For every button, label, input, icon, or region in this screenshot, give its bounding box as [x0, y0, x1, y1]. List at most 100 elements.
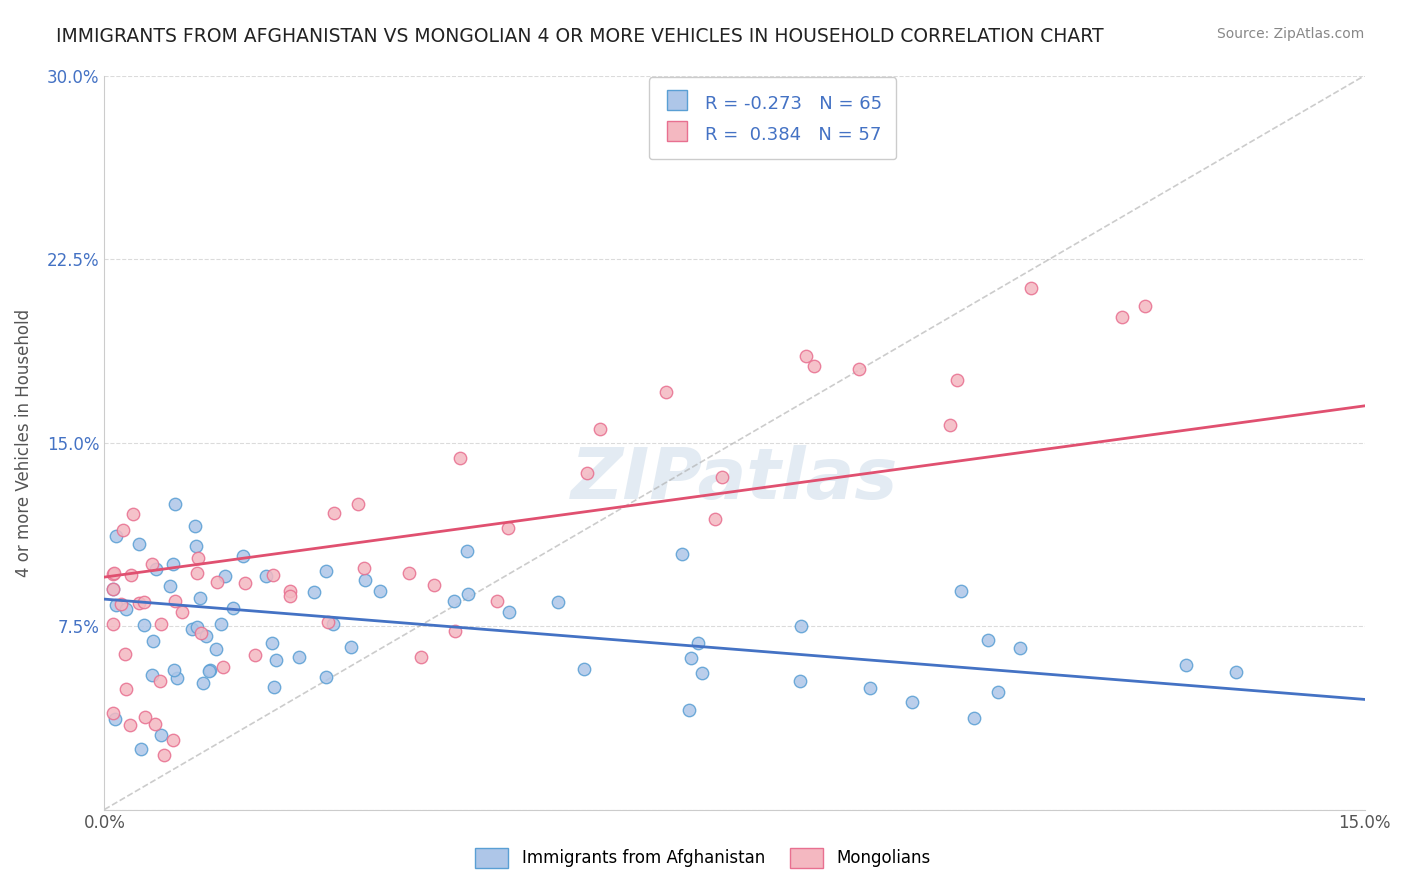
Point — [118, 718, 141, 732]
Point — [449, 451, 471, 466]
Point — [190, 625, 212, 640]
Point — [134, 595, 156, 609]
Point — [304, 585, 326, 599]
Point — [794, 349, 817, 363]
Point — [354, 573, 377, 587]
Point — [163, 663, 186, 677]
Point — [280, 584, 302, 599]
Text: ZIPatlas: ZIPatlas — [571, 445, 898, 514]
Point — [114, 648, 136, 662]
Point — [149, 616, 172, 631]
Point — [1133, 299, 1156, 313]
Point — [110, 597, 132, 611]
Point — [162, 557, 184, 571]
Point — [963, 711, 986, 725]
Point — [444, 624, 467, 638]
Point — [205, 575, 228, 590]
Point — [101, 617, 124, 632]
Point — [222, 600, 245, 615]
Point — [184, 539, 207, 553]
Point — [589, 422, 612, 436]
Point — [205, 642, 228, 657]
Point — [132, 617, 155, 632]
Point — [678, 703, 700, 717]
Point — [288, 649, 311, 664]
Point — [115, 602, 138, 616]
Point — [263, 681, 285, 695]
Point — [166, 671, 188, 685]
Point — [498, 605, 520, 619]
Text: Source: ZipAtlas.com: Source: ZipAtlas.com — [1216, 27, 1364, 41]
Point — [134, 710, 156, 724]
Point — [188, 591, 211, 605]
Point — [704, 512, 727, 526]
Point — [101, 582, 124, 596]
Point — [195, 629, 218, 643]
Point — [692, 665, 714, 680]
Point — [409, 649, 432, 664]
Point — [148, 673, 170, 688]
Point — [142, 634, 165, 648]
Point — [456, 543, 478, 558]
Point — [939, 417, 962, 432]
Point — [572, 663, 595, 677]
Point — [688, 636, 710, 650]
Point — [104, 712, 127, 726]
Point — [1111, 310, 1133, 324]
Point — [443, 594, 465, 608]
Point — [422, 578, 444, 592]
Point — [901, 695, 924, 709]
Point — [101, 582, 124, 596]
Point — [679, 651, 702, 665]
Point — [187, 550, 209, 565]
Point — [212, 659, 235, 673]
Point — [143, 717, 166, 731]
Point — [322, 506, 344, 520]
Point — [711, 470, 734, 484]
Point — [353, 561, 375, 575]
Point — [655, 385, 678, 400]
Point — [214, 569, 236, 583]
Point — [103, 566, 125, 580]
Point — [498, 521, 520, 535]
Point — [129, 742, 152, 756]
Point — [347, 497, 370, 511]
Point — [111, 524, 134, 538]
Point — [209, 616, 232, 631]
Point — [316, 615, 339, 629]
Point — [576, 466, 599, 480]
Point — [848, 361, 870, 376]
Point — [790, 619, 813, 633]
Point — [128, 596, 150, 610]
Legend: R = -0.273   N = 65, R =  0.384   N = 57: R = -0.273 N = 65, R = 0.384 N = 57 — [648, 78, 896, 159]
Point — [398, 566, 420, 581]
Point — [950, 583, 973, 598]
Point — [186, 620, 208, 634]
Point — [120, 567, 142, 582]
Point — [859, 681, 882, 695]
Point — [262, 568, 284, 582]
Point — [232, 549, 254, 563]
Point — [128, 537, 150, 551]
Text: IMMIGRANTS FROM AFGHANISTAN VS MONGOLIAN 4 OR MORE VEHICLES IN HOUSEHOLD CORRELA: IMMIGRANTS FROM AFGHANISTAN VS MONGOLIAN… — [56, 27, 1104, 45]
Point — [486, 594, 509, 608]
Point — [243, 648, 266, 662]
Point — [170, 605, 193, 619]
Point — [198, 663, 221, 677]
Point — [278, 589, 301, 603]
Point — [122, 507, 145, 521]
Point — [186, 566, 208, 581]
Point — [115, 681, 138, 696]
Point — [1175, 658, 1198, 673]
Point — [163, 594, 186, 608]
Point — [145, 562, 167, 576]
Point — [198, 665, 221, 679]
Point — [101, 566, 124, 581]
Point — [976, 633, 998, 648]
Point — [159, 579, 181, 593]
Point — [254, 569, 277, 583]
Point — [163, 496, 186, 510]
Point — [191, 676, 214, 690]
Point — [322, 616, 344, 631]
Point — [1019, 281, 1042, 295]
